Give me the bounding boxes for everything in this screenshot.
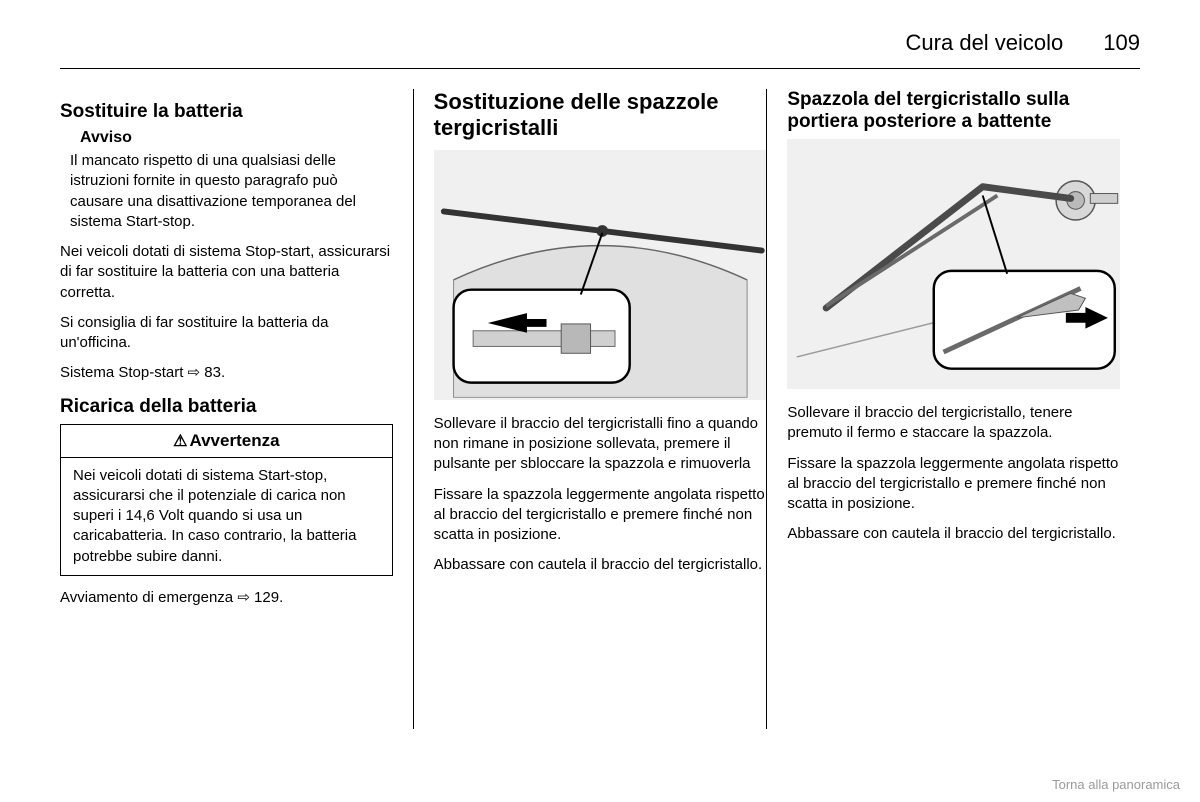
rear-wiper-illustration (787, 139, 1120, 389)
notice-block: Avviso Il mancato rispetto di una qualsi… (60, 129, 393, 232)
back-to-overview-link[interactable]: Torna alla panoramica (1052, 777, 1180, 792)
heading-replace-battery: Sostituire la batteria (60, 101, 393, 123)
heading-recharge-battery: Ricarica della batteria (60, 396, 393, 418)
para-xref-jumpstart: Avviamento di emergenza ⇨ 129. (60, 588, 393, 608)
content-columns: Sostituire la batteria Avviso Il mancato… (60, 89, 1140, 729)
warning-triangle-icon: ⚠ (173, 433, 187, 450)
warning-box: ⚠Avvertenza Nei veicoli dotati di sistem… (60, 424, 393, 576)
page-header: Cura del veicolo 109 (60, 30, 1140, 69)
para-stopstart-battery: Nei veicoli dotati di sistema Stop-start… (60, 242, 393, 303)
warning-body: Nei veicoli dotati di sistema Start-stop… (61, 458, 392, 575)
warning-label: Avvertenza (189, 431, 279, 450)
para-xref-stopstart: Sistema Stop-start ⇨ 83. (60, 363, 393, 383)
heading-rear-wiper: Spazzola del tergicristallo sulla portie… (787, 89, 1120, 133)
front-wiper-illustration (434, 150, 767, 400)
page-number: 109 (1103, 30, 1140, 56)
warning-header: ⚠Avvertenza (61, 425, 392, 458)
heading-wiper-replacement: Sostituzione delle spazzole tergicristal… (434, 89, 767, 142)
para-rear-lift: Sollevare il braccio del tergicristallo,… (787, 403, 1120, 444)
notice-label: Avviso (70, 129, 393, 147)
para-attach-blade: Fissare la spazzola leggermente angolata… (434, 485, 767, 546)
para-workshop: Si consiglia di far sostituire la batter… (60, 313, 393, 354)
para-lower-arm: Abbassare con cautela il braccio del ter… (434, 555, 767, 575)
para-rear-attach: Fissare la spazzola leggermente angolata… (787, 454, 1120, 515)
figure-rear-wiper (787, 139, 1120, 389)
para-rear-lower: Abbassare con cautela il braccio del ter… (787, 524, 1120, 544)
chapter-title: Cura del veicolo (906, 30, 1064, 56)
column-2: Sostituzione delle spazzole tergicristal… (414, 89, 767, 729)
column-1: Sostituire la batteria Avviso Il mancato… (60, 89, 413, 729)
notice-body: Il mancato rispetto di una qualsiasi del… (70, 151, 393, 232)
column-3: Spazzola del tergicristallo sulla portie… (767, 89, 1140, 729)
page-content: Cura del veicolo 109 Sostituire la batte… (0, 0, 1200, 749)
figure-front-wiper (434, 150, 767, 400)
para-lift-arm: Sollevare il braccio del tergicristalli … (434, 414, 767, 475)
